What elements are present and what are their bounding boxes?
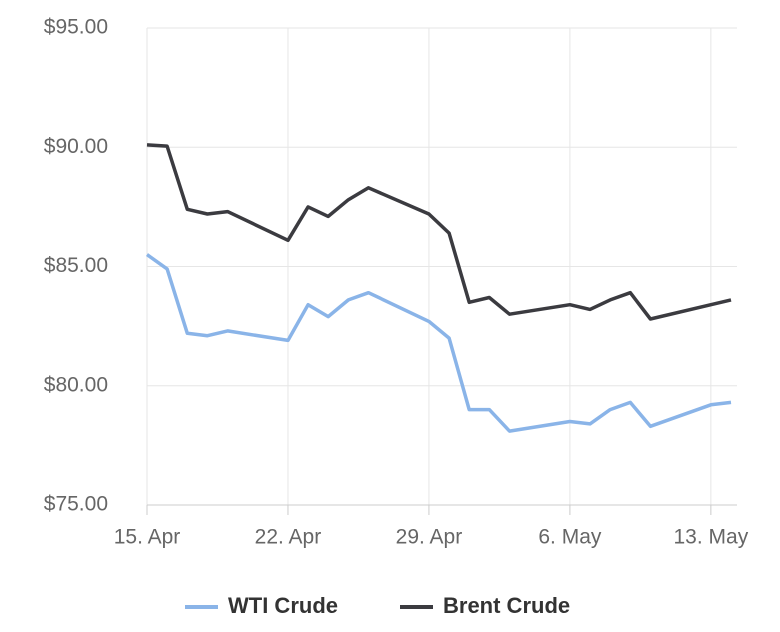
x-tick-label: 6. May: [538, 526, 602, 549]
line-series: [145, 253, 732, 433]
line-series: [146, 143, 732, 321]
y-tick-label: $75.00: [44, 493, 108, 516]
x-tick-label: 22. Apr: [255, 526, 322, 549]
y-tick-label: $95.00: [44, 16, 108, 39]
x-tick-label: 29. Apr: [396, 526, 463, 549]
y-tick-label: $90.00: [44, 135, 108, 158]
x-tick-label: 13. May: [674, 526, 749, 549]
legend-label: Brent Crude: [443, 593, 570, 618]
x-tick-label: 15. Apr: [114, 526, 181, 549]
y-tick-label: $80.00: [44, 373, 108, 396]
legend-label: WTI Crude: [228, 593, 338, 618]
y-tick-label: $85.00: [44, 254, 108, 277]
